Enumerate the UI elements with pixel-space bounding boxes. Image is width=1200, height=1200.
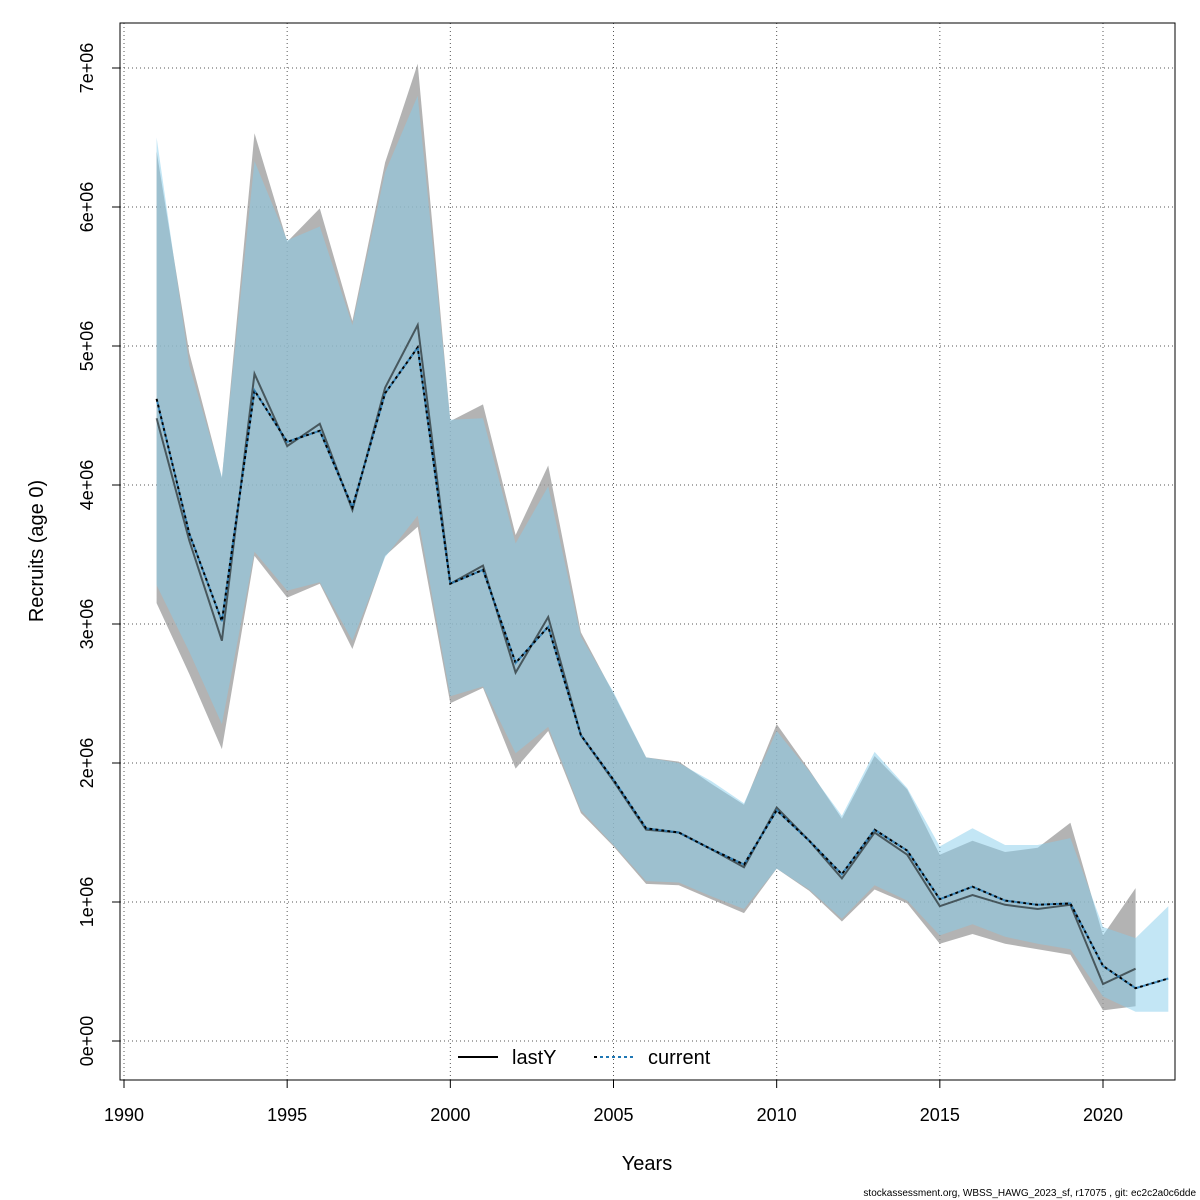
y-tick-label-5: 5e+06 xyxy=(77,321,97,372)
x-tick-label-2015: 2015 xyxy=(920,1105,960,1125)
y-axis: 0e+00 1e+06 2e+06 3e+06 4e+06 5e+06 6e+06 7e+06 xyxy=(77,43,121,1067)
x-tick-label-1995: 1995 xyxy=(267,1105,307,1125)
y-axis-title: Recruits (age 0) xyxy=(26,480,48,622)
y-tick-label-1: 1e+06 xyxy=(77,877,97,928)
y-tick-label-0: 0e+00 xyxy=(77,1016,97,1067)
y-tick-label-3: 3e+06 xyxy=(77,599,97,650)
y-tick-label-6: 6e+06 xyxy=(77,182,97,233)
footer-credit: stockassessment.org, WBSS_HAWG_2023_sf, … xyxy=(863,1188,1196,1199)
band-current xyxy=(156,95,1169,1012)
x-tick-label-2020: 2020 xyxy=(1083,1105,1123,1125)
series-lines xyxy=(155,321,1169,990)
line-lastY xyxy=(155,321,1137,986)
line-current-accent xyxy=(155,344,1169,990)
x-axis-title: Years xyxy=(622,1153,672,1175)
x-tick-label-2010: 2010 xyxy=(757,1105,797,1125)
legend-current-label: current xyxy=(648,1047,711,1069)
x-tick-label-2005: 2005 xyxy=(593,1105,633,1125)
legend: lastY current xyxy=(458,1047,711,1069)
x-tick-label-1990: 1990 xyxy=(104,1105,144,1125)
confidence-bands xyxy=(156,63,1169,1012)
y-tick-label-7: 7e+06 xyxy=(77,43,97,94)
x-axis: 1990 1995 2000 2005 2010 2015 2020 xyxy=(104,1079,1123,1125)
x-tick-label-2000: 2000 xyxy=(430,1105,470,1125)
line-current xyxy=(155,344,1169,990)
y-tick-label-4: 4e+06 xyxy=(77,460,97,511)
legend-lastY-label: lastY xyxy=(512,1047,556,1069)
y-tick-label-2: 2e+06 xyxy=(77,738,97,789)
